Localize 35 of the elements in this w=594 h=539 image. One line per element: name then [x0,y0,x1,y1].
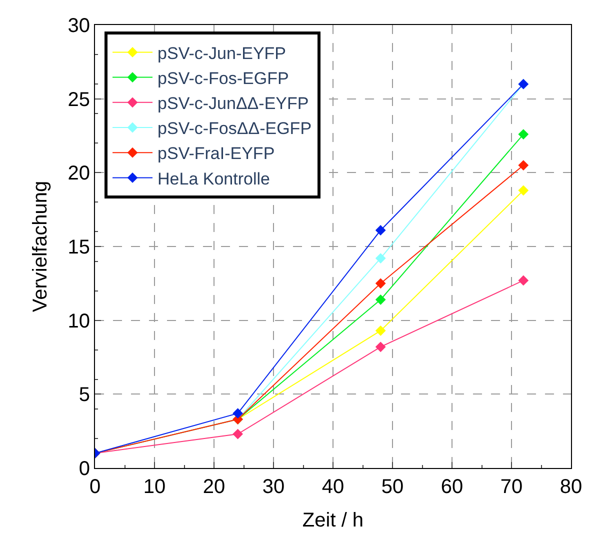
y-tick-label: 0 [78,458,90,480]
y-tick-label: 10 [68,310,90,332]
legend-label: pSV-c-Fos-EGFP [158,68,289,88]
x-tick-label: 40 [322,476,344,498]
y-axis-title: Vervielfachung [29,180,52,312]
point [518,275,529,286]
legend-label: pSV-c-FosΔΔ-EGFP [158,119,312,138]
point [375,342,386,352]
y-tick-label: 15 [68,236,90,258]
point [232,428,243,440]
x-axis-title: Zeit / h [302,510,364,532]
point [518,185,529,196]
point [375,325,386,336]
point [375,278,386,289]
x-tick-label: 60 [440,476,464,498]
point [375,225,386,236]
y-tick-label: 5 [78,384,90,406]
x-tick-label: 80 [560,476,582,498]
x-tick-label: 20 [202,476,226,498]
point [232,408,243,419]
y-tick-label: 30 [68,15,90,37]
x-tick-label: 30 [262,476,285,498]
y-tick-label: 25 [68,88,90,111]
legend-label: pSV-c-Jun-EYFP [158,44,286,63]
point [375,253,386,264]
legend-label: pSV-c-JunΔΔ-EYFP [158,94,309,114]
legend-label: pSV-FraI-EYFP [158,144,275,164]
legend-label: HeLa Kontrolle [158,169,270,188]
x-tick-label: 50 [381,476,404,498]
point [518,160,529,170]
point [375,294,386,305]
point [518,129,529,140]
x-tick-label: 10 [143,476,166,498]
y-tick-label: 20 [68,162,90,185]
x-tick-label: 70 [500,476,523,498]
